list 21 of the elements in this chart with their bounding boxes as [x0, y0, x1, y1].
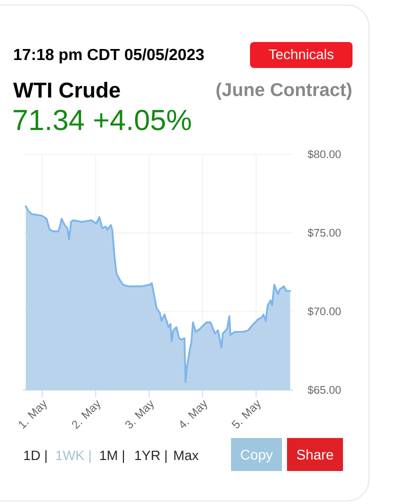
text: Share — [296, 449, 334, 460]
text: Max — [174, 450, 199, 460]
x-tick-label: 1. May — [18, 400, 47, 429]
chart-title: WTI Crude — [13, 82, 120, 98]
x-tick-label: 2. May — [72, 400, 100, 430]
text: 71.34 +4.05% — [14, 110, 191, 130]
y-tick-label: $75.00 — [308, 228, 341, 238]
y-tick-label: $70.00 — [308, 306, 341, 316]
x-tick-label: 3. May — [125, 400, 154, 428]
text: Copy — [240, 450, 273, 462]
text: 1M | — [100, 450, 124, 463]
text: 17:18 pm CDT 05/05/2023 — [14, 48, 204, 64]
x-tick-label: 5. May — [232, 400, 261, 428]
y-tick-label: $80.00 — [308, 150, 341, 159]
text: Technicals — [268, 48, 334, 60]
x-tick-label: 4. May — [180, 400, 208, 428]
text: 1YR | — [135, 450, 166, 463]
text: 1WK | — [56, 450, 90, 463]
text: 1D | — [24, 450, 46, 463]
y-tick-label: $65.00 — [308, 386, 341, 394]
chart-subtitle: (June Contract) — [216, 82, 352, 100]
